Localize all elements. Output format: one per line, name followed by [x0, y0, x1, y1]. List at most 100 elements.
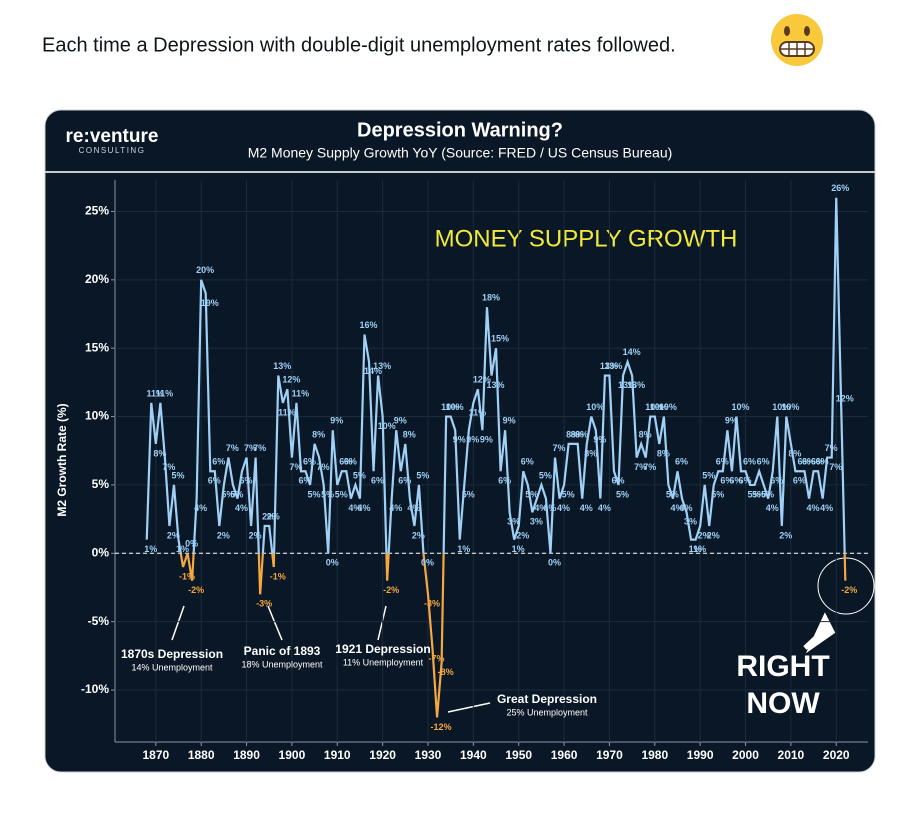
data-label: 6%	[802, 457, 815, 467]
data-label: 5%	[230, 489, 243, 499]
data-label: 6%	[298, 476, 311, 486]
data-label: 9%	[394, 416, 407, 426]
data-label: 8%	[657, 448, 670, 458]
data-label: 6%	[675, 457, 688, 467]
data-label: 4%	[557, 503, 570, 513]
data-label: 2%	[698, 530, 711, 540]
y-tick-label: 10%	[85, 409, 109, 423]
data-label: 4%	[194, 503, 207, 513]
data-label: 9%	[725, 416, 738, 426]
data-label: 4%	[543, 503, 556, 513]
data-label: 9%	[593, 435, 606, 445]
x-tick-label: 1990	[687, 748, 714, 762]
arrows	[171, 605, 491, 713]
data-label: 6%	[811, 457, 824, 467]
data-label: 4%	[598, 503, 611, 513]
chart-title: Depression Warning?	[357, 119, 563, 141]
data-label: 1%	[689, 544, 702, 554]
data-label: 5%	[539, 470, 552, 480]
data-label: 5%	[353, 470, 366, 480]
data-label: 4%	[348, 503, 361, 513]
data-label: 5%	[462, 489, 475, 499]
data-label: 6%	[344, 457, 357, 467]
series-line	[145, 197, 847, 718]
data-label: 13%	[273, 361, 291, 371]
callout: RIGHT	[736, 650, 829, 683]
data-label: 5%	[321, 489, 334, 499]
y-tick-label: 15%	[85, 340, 109, 354]
data-label: 10%	[781, 402, 799, 412]
data-label: 8%	[571, 429, 584, 439]
data-label: 7%	[244, 443, 257, 453]
y-tick-label: 5%	[92, 477, 110, 491]
data-label: 5%	[525, 489, 538, 499]
data-label: 1%	[144, 544, 157, 554]
data-label: 6%	[770, 476, 783, 486]
tweet-text: Each time a Depression with double-digit…	[42, 34, 676, 56]
x-tick-label: 1940	[460, 748, 487, 762]
data-label: 11%	[292, 388, 310, 398]
data-label: 6%	[339, 457, 352, 467]
data-label: 5%	[748, 489, 761, 499]
data-label: 0%	[548, 558, 561, 568]
annotation-note: 14% Unemployment	[131, 662, 213, 672]
data-label: -12%	[431, 722, 452, 732]
data-label: 8%	[788, 448, 801, 458]
data-label: 2%	[779, 530, 792, 540]
data-label: 5%	[702, 470, 715, 480]
data-label: 10%	[772, 402, 790, 412]
data-label: 4%	[766, 503, 779, 513]
data-label: 6%	[212, 457, 225, 467]
data-label: 2%	[412, 530, 425, 540]
data-label: 6%	[757, 457, 770, 467]
data-label: 16%	[359, 320, 377, 330]
data-label: 7%	[289, 462, 302, 472]
data-label: 6%	[797, 457, 810, 467]
data-label: 6%	[498, 476, 511, 486]
data-label: 6%	[793, 476, 806, 486]
data-label: 7%	[317, 462, 330, 472]
data-label: 10%	[378, 421, 396, 431]
x-tick-label: 1920	[369, 748, 396, 762]
data-label: 6%	[398, 476, 411, 486]
data-label: 5%	[711, 489, 724, 499]
data-label: 8%	[584, 448, 597, 458]
data-label: 7%	[829, 462, 842, 472]
data-label: 4%	[680, 503, 693, 513]
annotation: 1870s Depression	[121, 647, 223, 661]
data-label: 2%	[707, 530, 720, 540]
data-label: 6%	[738, 476, 751, 486]
data-label: 7%	[552, 443, 565, 453]
annotation-note: 11% Unemployment	[343, 657, 424, 667]
x-tick-label: 1950	[505, 748, 532, 762]
data-label: 3%	[507, 517, 520, 527]
x-tick-label: 1980	[641, 748, 668, 762]
y-axis-label: M2 Growth Rate (%)	[55, 403, 69, 516]
data-label: -7%	[429, 653, 445, 663]
data-label: 20%	[196, 265, 214, 275]
data-label: 4%	[820, 503, 833, 513]
callout-arrow	[803, 612, 836, 654]
x-tick-label: 1870	[142, 748, 169, 762]
data-label: 4%	[580, 503, 593, 513]
annotation: 1921 Depression	[335, 642, 430, 656]
data-label: 7%	[634, 462, 647, 472]
data-label: 7%	[825, 443, 838, 453]
data-label: 6%	[208, 476, 221, 486]
data-label: 8%	[566, 429, 579, 439]
data-label: 1%	[176, 544, 189, 554]
data-label: 0%	[421, 558, 434, 568]
data-label: 4%	[534, 503, 547, 513]
data-label: -2%	[188, 585, 204, 595]
data-label: 9%	[480, 435, 493, 445]
data-label: 11%	[147, 388, 165, 398]
data-label: 8%	[153, 448, 166, 458]
data-label: 5%	[416, 470, 429, 480]
data-label: 7%	[643, 462, 656, 472]
emoji	[771, 14, 823, 66]
data-label: 4%	[670, 503, 683, 513]
data-label: 2%	[267, 511, 280, 521]
data-label: 8%	[312, 429, 325, 439]
data-label: 2%	[217, 530, 230, 540]
